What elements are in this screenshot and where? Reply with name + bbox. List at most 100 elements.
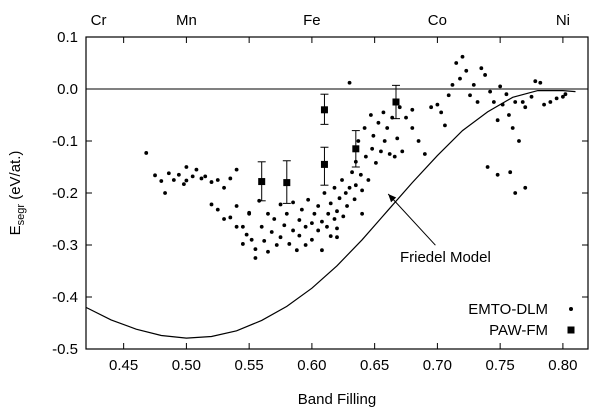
- emto-dlm-point: [253, 256, 258, 260]
- emto-dlm-point: [215, 207, 220, 212]
- emto-dlm-point: [340, 178, 344, 182]
- emto-dlm-point: [483, 73, 487, 77]
- emto-dlm-point: [184, 178, 189, 183]
- emto-dlm-point: [491, 100, 496, 104]
- x-tick-label: 0.50: [172, 357, 201, 374]
- emto-dlm-point: [345, 204, 349, 208]
- y-axis-title-main: E: [7, 225, 24, 235]
- emto-dlm-point: [272, 217, 277, 221]
- emto-dlm-point: [335, 209, 339, 214]
- data-marks: [85, 54, 576, 339]
- emto-dlm-point: [209, 180, 214, 184]
- friedel-arrow-head: [388, 194, 397, 203]
- paw-fm-point: [352, 145, 360, 153]
- emto-dlm-point: [387, 152, 392, 156]
- emto-dlm-point: [253, 247, 258, 252]
- emto-dlm-point: [385, 126, 390, 130]
- emto-dlm-point: [416, 139, 421, 143]
- emto-dlm-point: [341, 214, 346, 219]
- emto-dlm-point: [240, 242, 245, 246]
- emto-dlm-point: [376, 120, 381, 125]
- y-tick-label: 0.1: [57, 29, 78, 46]
- emto-dlm-point: [510, 126, 515, 130]
- emto-dlm-point: [328, 234, 333, 239]
- emto-dlm-point: [395, 136, 400, 141]
- emto-dlm-point: [464, 68, 469, 73]
- emto-dlm-point: [495, 118, 500, 123]
- emto-dlm-point: [517, 139, 521, 143]
- emto-dlm-point: [358, 172, 363, 177]
- emto-dlm-point: [507, 113, 511, 117]
- emto-dlm-point: [240, 224, 245, 229]
- emto-dlm-point: [244, 232, 249, 237]
- emto-dlm-point: [500, 102, 505, 107]
- emto-dlm-point: [335, 226, 339, 231]
- emto-dlm-point: [479, 66, 484, 71]
- emto-dlm-point: [374, 160, 378, 165]
- emto-dlm-point: [328, 201, 333, 206]
- y-tick-label: -0.1: [52, 133, 78, 150]
- emto-dlm-point: [326, 211, 331, 216]
- emto-dlm-point: [306, 197, 311, 202]
- emto-dlm-point: [429, 105, 434, 110]
- emto-dlm-point: [199, 176, 204, 181]
- legend-marker-paw-fm: [567, 326, 575, 334]
- emto-dlm-point: [234, 204, 239, 208]
- emto-dlm-point: [282, 223, 287, 228]
- emto-dlm-point: [325, 224, 329, 229]
- emto-dlm-point: [278, 202, 283, 207]
- paw-fm-point: [392, 98, 400, 106]
- x-tick-label: 0.65: [360, 357, 389, 374]
- y-axis-title-unit: (eV/at.): [7, 151, 24, 204]
- emto-dlm-point: [335, 235, 339, 240]
- y-tick-label: -0.2: [52, 185, 78, 202]
- emto-dlm-point: [523, 105, 528, 110]
- emto-dlm-point: [548, 100, 553, 104]
- x-tick-label: 0.75: [486, 357, 515, 374]
- x-tick-label: 0.80: [548, 357, 577, 374]
- x-tick-label: 0.60: [297, 357, 326, 374]
- emto-dlm-point: [362, 126, 367, 130]
- paw-fm-point: [283, 179, 291, 187]
- emto-dlm-point: [144, 151, 149, 155]
- emto-dlm-point: [228, 215, 233, 220]
- emto-dlm-point: [542, 102, 546, 107]
- emto-dlm-point: [554, 96, 559, 101]
- emto-dlm-point: [538, 80, 543, 85]
- y-tick-label: -0.5: [52, 341, 78, 358]
- emto-dlm-point: [269, 230, 274, 234]
- element-label: Ni: [556, 12, 570, 29]
- emto-dlm-point: [266, 249, 270, 254]
- emto-dlm-point: [320, 248, 324, 253]
- emto-dlm-point: [508, 170, 513, 175]
- emto-dlm-point: [370, 146, 375, 151]
- emto-dlm-point: [166, 171, 171, 176]
- emto-dlm-point: [262, 238, 267, 243]
- y-axis-title: Esegr (eV/at.): [7, 151, 27, 236]
- emto-dlm-point: [363, 154, 368, 159]
- emto-dlm-point: [312, 211, 317, 216]
- emto-dlm-point: [458, 76, 462, 81]
- legend-label-paw-fm: PAW-FM: [489, 322, 548, 339]
- emto-dlm-point: [356, 139, 361, 143]
- emto-dlm-point: [443, 123, 447, 128]
- emto-dlm-point: [379, 149, 383, 154]
- emto-dlm-point: [360, 211, 364, 216]
- emto-dlm-point: [332, 217, 337, 221]
- emto-dlm-point: [222, 217, 226, 221]
- emto-dlm-point: [222, 185, 226, 190]
- emto-dlm-point: [454, 61, 459, 65]
- emto-dlm-point: [400, 149, 405, 154]
- emto-dlm-point: [284, 211, 289, 216]
- emto-dlm-point: [297, 218, 302, 222]
- emto-dlm-point: [316, 204, 321, 208]
- emto-dlm-point: [392, 154, 397, 159]
- emto-dlm-point: [337, 196, 342, 201]
- emto-dlm-point: [561, 94, 565, 99]
- emto-dlm-point: [513, 191, 518, 195]
- emto-dlm-point: [303, 243, 308, 247]
- emto-dlm-point: [410, 107, 415, 112]
- element-label: Cr: [91, 12, 107, 29]
- emto-dlm-point: [228, 176, 233, 181]
